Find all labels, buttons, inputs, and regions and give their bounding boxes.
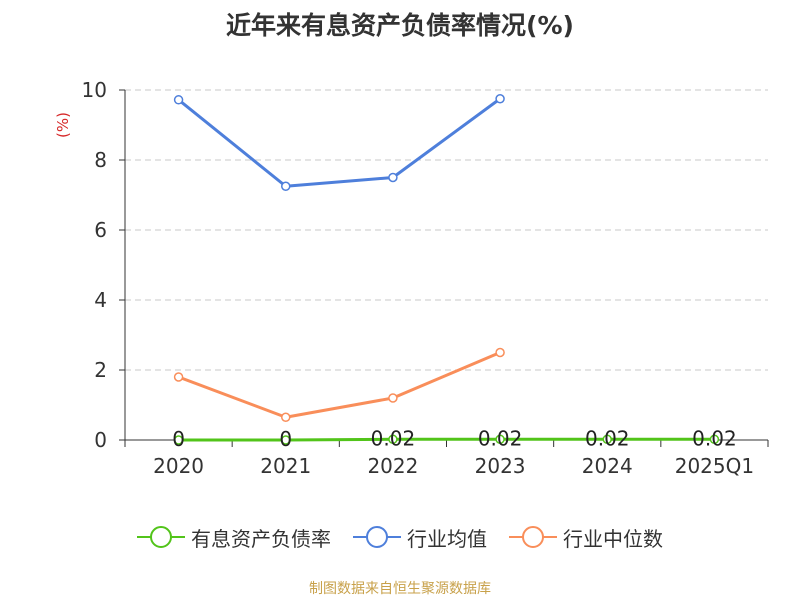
data-point <box>388 172 398 183</box>
data-label: 0 <box>172 427 185 451</box>
legend-label: 行业中位数 <box>563 526 663 551</box>
data-label: 0.02 <box>371 426 416 450</box>
chart-title: 近年来有息资产负债率情况(%) <box>226 11 574 40</box>
y-axis-label: (%) <box>54 112 72 138</box>
x-tick-label: 2022 <box>367 454 418 478</box>
x-tick-label: 2025Q1 <box>675 454 754 478</box>
legend-item-1[interactable]: 行业均值 <box>353 523 487 552</box>
legend-line-circle-icon <box>509 526 557 548</box>
series-0 <box>173 434 720 445</box>
x-tick-label: 2021 <box>260 454 311 478</box>
series-layer <box>173 94 720 445</box>
data-label: 0.02 <box>478 426 523 450</box>
data-label-layer: 0 0 0.02 0.02 0.02 0.02 <box>172 426 736 451</box>
legend-line-circle-icon <box>137 526 185 548</box>
data-point <box>281 435 291 445</box>
data-point <box>709 434 720 445</box>
legend: 有息资产负债率 行业均值 行业中位数 <box>0 520 800 554</box>
grid-layer <box>125 89 768 371</box>
y-tick-label: 0 <box>94 428 107 452</box>
legend-line-circle-icon <box>353 526 401 548</box>
x-tick-label: 2023 <box>475 454 526 478</box>
data-point <box>495 347 505 358</box>
data-point <box>602 434 612 445</box>
data-point <box>281 181 291 191</box>
data-point <box>173 95 184 105</box>
data-point <box>388 434 398 445</box>
legend-label: 有息资产负债率 <box>191 526 331 551</box>
source-note: 制图数据来自恒生聚源数据库 <box>309 581 491 597</box>
data-label: 0.02 <box>692 426 737 450</box>
x-tick-label: 2024 <box>582 454 633 478</box>
x-tick-label: 2020 <box>153 454 204 478</box>
data-point <box>173 372 184 382</box>
y-tick-label: 10 <box>82 78 107 102</box>
series-1 <box>173 94 505 191</box>
y-tick-label: 4 <box>94 288 107 312</box>
data-point <box>388 393 398 403</box>
legend-item-0[interactable]: 有息资产负债率 <box>137 523 331 552</box>
data-label: 0.02 <box>585 426 630 450</box>
axis-layer: 0 2 4 6 8 10 2020 2021 2022 2023 2024 2025Q1 (%) <box>54 78 769 478</box>
legend-label: 行业均值 <box>407 526 487 551</box>
data-point <box>281 412 291 422</box>
data-label: 0 <box>279 427 292 451</box>
y-tick-label: 8 <box>94 148 107 172</box>
legend-item-2[interactable]: 行业中位数 <box>509 523 663 552</box>
series-line <box>178 437 715 442</box>
series-line <box>177 97 501 188</box>
data-point <box>495 434 505 445</box>
y-tick-label: 2 <box>94 358 107 382</box>
y-tick-label: 6 <box>94 218 107 242</box>
data-point <box>173 435 184 445</box>
series-2 <box>173 347 505 422</box>
series-line <box>178 351 501 419</box>
data-point <box>495 94 505 104</box>
